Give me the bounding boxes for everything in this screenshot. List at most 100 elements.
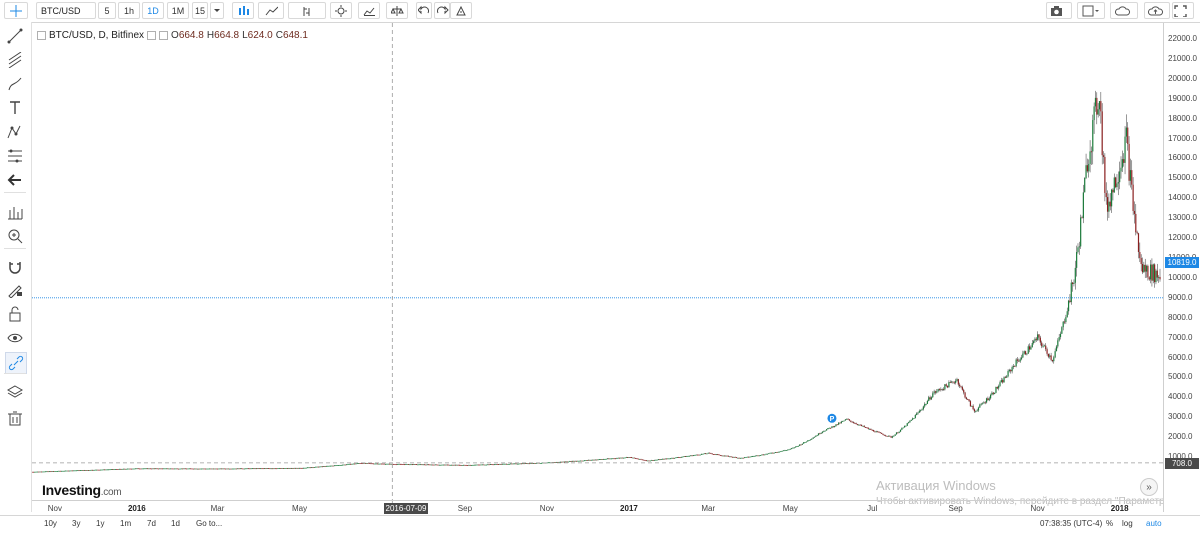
range-1m-button[interactable]: 1m xyxy=(120,519,132,528)
interval-0-button[interactable]: 5 xyxy=(98,2,116,19)
candle-body xyxy=(255,468,258,470)
candle-body xyxy=(1065,317,1067,323)
auto-scale-toggle[interactable]: auto xyxy=(1146,519,1162,528)
compare-icon[interactable] xyxy=(288,2,326,19)
interval-2-button[interactable]: 1D xyxy=(142,2,164,19)
trash-icon[interactable] xyxy=(5,408,25,428)
candle-body xyxy=(422,464,424,466)
candle-body xyxy=(618,457,621,459)
price-axis[interactable]: 22000.0 21000.0 20000.0 19000.0 18000.0 17000… xyxy=(1163,23,1200,512)
candle-body xyxy=(1046,349,1048,354)
candle-body xyxy=(765,453,767,455)
cloud-save-icon[interactable] xyxy=(1144,2,1170,19)
event-marker[interactable] xyxy=(827,413,837,423)
cloud-load-icon[interactable] xyxy=(1110,2,1138,19)
candle-body xyxy=(109,469,111,471)
candle-body xyxy=(988,398,990,401)
candle-body xyxy=(347,464,349,465)
layers-icon[interactable] xyxy=(5,382,25,402)
candle-body xyxy=(199,468,201,470)
legend-close-icon[interactable] xyxy=(159,31,169,40)
candle-body xyxy=(891,436,894,438)
candle-body xyxy=(719,455,721,456)
interval-dropdown-icon[interactable] xyxy=(210,2,224,19)
settings-icon[interactable] xyxy=(330,2,352,19)
measure-icon[interactable] xyxy=(5,202,25,222)
candle-body xyxy=(430,464,432,466)
candle-body xyxy=(266,468,268,469)
candle-body xyxy=(873,430,875,432)
lock-icon[interactable] xyxy=(5,304,25,324)
candle-body xyxy=(284,468,286,469)
range-7d-button[interactable]: 7d xyxy=(147,519,156,528)
percent-scale-toggle[interactable]: % xyxy=(1106,519,1114,528)
candle-body xyxy=(605,458,607,460)
fibonacci-icon[interactable] xyxy=(5,146,25,166)
price-tick-label: 18000.0 xyxy=(1168,113,1197,123)
candle-body xyxy=(376,463,379,465)
range-1d-button[interactable]: 1d xyxy=(171,519,180,528)
goto-button[interactable]: Go to... xyxy=(196,519,223,528)
candle-body xyxy=(785,450,787,451)
candle-body xyxy=(180,468,182,470)
back-arrow-icon[interactable] xyxy=(5,170,25,190)
time-axis[interactable]: Nov 2016 Mar May Sep Nov 2017 Mar May Jul Sep Nov 20… xyxy=(32,500,1163,516)
lock-drawing-icon[interactable] xyxy=(5,280,25,300)
studies-icon[interactable] xyxy=(358,2,380,19)
candle-body xyxy=(44,471,47,473)
camera-icon[interactable] xyxy=(1046,2,1072,19)
brush-icon[interactable] xyxy=(5,74,25,94)
crosshair-cursor-icon[interactable] xyxy=(4,2,28,19)
candle-body xyxy=(625,457,627,458)
price-chart[interactable]: P xyxy=(31,23,1163,512)
candle-body xyxy=(445,464,447,466)
pattern-icon[interactable] xyxy=(5,122,25,142)
trend-line-icon[interactable] xyxy=(5,26,25,46)
candle-body xyxy=(394,464,396,465)
alert-icon[interactable] xyxy=(450,2,472,19)
candle-body xyxy=(862,425,864,427)
range-3y-button[interactable]: 3y xyxy=(72,519,81,528)
range-10y-button[interactable]: 10y xyxy=(44,519,57,528)
candle-body xyxy=(885,435,887,437)
chart-area[interactable]: P xyxy=(31,23,1163,512)
indicators-icon[interactable] xyxy=(258,2,284,19)
candle-body xyxy=(379,463,381,465)
magnet-icon[interactable] xyxy=(5,257,25,277)
legend-settings-icon[interactable] xyxy=(147,31,157,40)
chart-type-icon[interactable] xyxy=(232,2,254,19)
range-1y-button[interactable]: 1y xyxy=(96,519,105,528)
interval-4-button[interactable]: 15 xyxy=(192,2,208,19)
candle-body xyxy=(531,463,533,464)
scroll-to-realtime-button[interactable]: » xyxy=(1140,478,1158,496)
candle-body xyxy=(1031,343,1033,348)
candle-body xyxy=(973,409,976,412)
layout-icon[interactable] xyxy=(1077,2,1105,19)
zoom-in-icon[interactable] xyxy=(5,226,25,246)
legend-collapse-icon[interactable] xyxy=(37,31,46,40)
scales-icon[interactable] xyxy=(386,2,408,19)
interval-3-button[interactable]: 1M xyxy=(167,2,189,19)
candle-body xyxy=(60,470,63,472)
price-tick-label: 8000.0 xyxy=(1168,312,1193,322)
symbol-input[interactable]: BTC/USD xyxy=(36,2,96,19)
eye-icon[interactable] xyxy=(5,328,25,348)
candle-body xyxy=(462,464,465,466)
candle-body xyxy=(399,463,401,465)
candle-body xyxy=(77,470,79,472)
undo-icon[interactable] xyxy=(416,2,432,19)
candle-body xyxy=(207,468,209,470)
candle-body xyxy=(270,468,272,470)
interval-1-button[interactable]: 1h xyxy=(118,2,140,19)
pitchfork-icon[interactable] xyxy=(5,50,25,70)
fullscreen-icon[interactable] xyxy=(1172,2,1194,19)
candle-body xyxy=(481,464,483,466)
candle-body xyxy=(32,471,34,473)
redo-icon[interactable] xyxy=(434,2,450,19)
link-icon[interactable] xyxy=(5,352,27,374)
candle-body xyxy=(867,427,869,429)
candle-body xyxy=(1105,192,1107,198)
text-icon[interactable] xyxy=(5,98,25,118)
log-scale-toggle[interactable]: log xyxy=(1122,519,1133,528)
candle-body xyxy=(157,468,159,470)
